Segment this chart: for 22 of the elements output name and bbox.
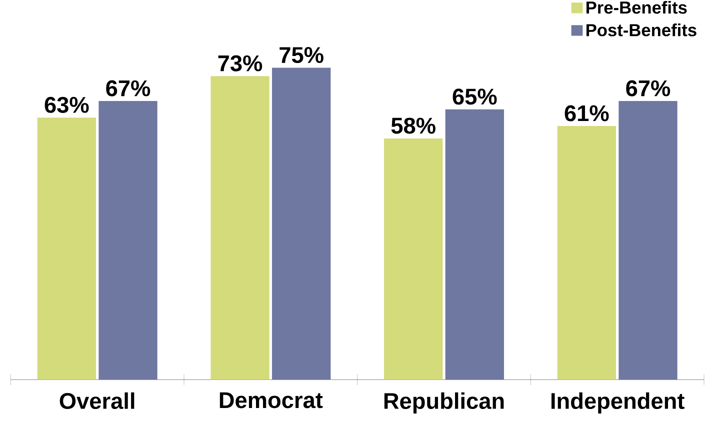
x-tick-label: Republican (384, 392, 504, 414)
x-tick-label: Democrat (220, 392, 323, 408)
bar (618, 101, 678, 380)
data-label: 67% (106, 80, 150, 96)
data-label: 58% (391, 118, 436, 134)
data-label: 65% (452, 88, 497, 105)
data-label: 73% (218, 55, 262, 72)
bar (37, 118, 96, 380)
bar (384, 138, 443, 380)
data-label: 67% (626, 80, 670, 96)
bar (98, 101, 158, 380)
x-tick-label: Independent (551, 392, 684, 414)
legend-label: Pre-Benefits (586, 0, 687, 14)
bar (445, 109, 504, 380)
bar (210, 76, 270, 380)
data-label: 63% (44, 96, 89, 113)
legend-label: Post-Benefits (586, 24, 696, 36)
data-label: 75% (280, 47, 324, 64)
bar (272, 68, 331, 380)
x-tick-label: Overall (60, 392, 134, 410)
bar (557, 126, 616, 380)
data-label: 61% (564, 105, 609, 122)
